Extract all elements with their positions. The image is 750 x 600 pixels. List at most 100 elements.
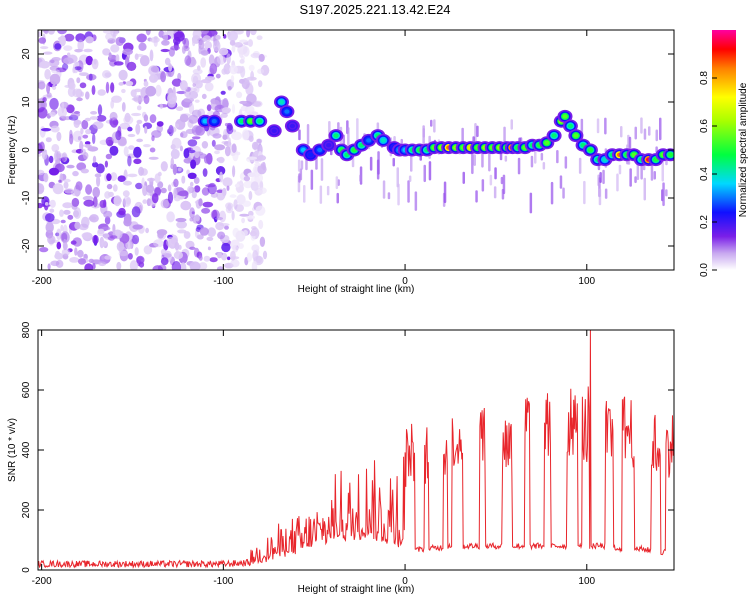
noise-cell bbox=[143, 80, 149, 87]
noise-cell bbox=[77, 249, 84, 258]
noise-cell bbox=[232, 165, 236, 178]
noise-cell bbox=[201, 207, 211, 214]
spectrogram-y-label: Frequency (Hz) bbox=[7, 116, 18, 185]
noise-cell bbox=[89, 116, 98, 120]
noise-cell bbox=[177, 167, 182, 172]
noise-cell bbox=[187, 139, 198, 147]
noise-cell bbox=[118, 82, 124, 86]
ridge-peak bbox=[582, 143, 598, 157]
x-tick-label: 0 bbox=[402, 576, 408, 587]
streak-cell bbox=[629, 168, 632, 187]
colorbar-label: Normalized spectral amplitude bbox=[738, 82, 749, 217]
noise-cell bbox=[133, 146, 142, 158]
noise-cell bbox=[160, 199, 169, 209]
noise-cell bbox=[101, 240, 107, 247]
noise-cell bbox=[217, 231, 226, 240]
noise-cell bbox=[136, 105, 142, 111]
streak-cell bbox=[320, 158, 324, 181]
noise-cell bbox=[136, 33, 147, 43]
streak-cell bbox=[599, 172, 602, 183]
noise-cell bbox=[76, 77, 81, 84]
ridge-peak bbox=[274, 95, 289, 109]
streak-cell bbox=[550, 181, 554, 205]
noise-cell bbox=[60, 224, 64, 232]
noise-cell bbox=[136, 119, 143, 124]
streak-cell bbox=[473, 154, 476, 166]
noise-cell bbox=[151, 135, 155, 142]
noise-cell bbox=[193, 177, 200, 184]
noise-cell bbox=[70, 189, 81, 197]
streak-cell bbox=[501, 188, 505, 200]
spectrogram-x-axis: -200 -100 0 100 bbox=[32, 30, 596, 287]
noise-cell bbox=[84, 263, 94, 270]
noise-cell bbox=[43, 30, 49, 35]
noise-cell bbox=[117, 175, 126, 182]
noise-cell bbox=[74, 247, 78, 256]
x-tick-label: -100 bbox=[213, 576, 233, 587]
noise-cell bbox=[154, 187, 162, 196]
noise-cell bbox=[239, 39, 248, 43]
noise-cell bbox=[85, 184, 93, 195]
noise-cell bbox=[204, 41, 212, 50]
y-tick-label: 10 bbox=[21, 96, 32, 108]
noise-cell bbox=[220, 90, 226, 95]
noise-cell bbox=[60, 219, 66, 224]
noise-cell bbox=[135, 182, 143, 190]
noise-cell bbox=[49, 111, 56, 117]
streak-cell bbox=[643, 177, 646, 201]
noise-cell bbox=[221, 242, 231, 253]
streak-cell bbox=[530, 155, 534, 168]
noise-cell bbox=[190, 159, 197, 169]
noise-cell bbox=[63, 45, 73, 51]
streak-cell bbox=[504, 155, 508, 162]
noise-cell bbox=[84, 117, 91, 122]
noise-cell bbox=[179, 114, 189, 123]
noise-cell bbox=[173, 187, 178, 199]
streak-cell bbox=[475, 190, 478, 203]
streak-cell bbox=[636, 162, 640, 181]
streak-cell bbox=[297, 159, 301, 172]
noise-cell bbox=[159, 103, 163, 110]
noise-cell bbox=[181, 45, 186, 54]
noise-cell bbox=[132, 234, 140, 245]
noise-cell bbox=[160, 71, 167, 83]
streak-cell bbox=[493, 186, 497, 199]
noise-cell bbox=[60, 101, 69, 109]
streak-cell bbox=[396, 167, 399, 188]
noise-cell bbox=[57, 30, 67, 35]
noise-cell bbox=[47, 30, 55, 35]
noise-cell bbox=[115, 36, 125, 47]
noise-cell bbox=[156, 121, 164, 127]
noise-cell bbox=[174, 242, 180, 251]
noise-cell bbox=[200, 50, 209, 56]
streak-cell bbox=[443, 181, 447, 204]
noise-cell bbox=[135, 53, 144, 57]
snr-panel: -200 -100 0 100 0 200 400 600 800 Height of str… bbox=[7, 321, 675, 595]
streak-cell bbox=[542, 162, 546, 170]
noise-cell bbox=[250, 181, 259, 192]
noise-cell bbox=[39, 60, 51, 69]
noise-cell bbox=[49, 199, 56, 208]
noise-cell bbox=[184, 55, 192, 66]
noise-cell bbox=[216, 54, 226, 65]
noise-cell bbox=[116, 261, 122, 270]
noise-cell bbox=[223, 34, 227, 39]
noise-cell bbox=[179, 145, 183, 152]
noise-cell bbox=[82, 195, 94, 201]
noise-cell bbox=[78, 223, 89, 231]
colorbar: 0.0 0.2 0.4 0.6 0.8 Normalized spectral ampl… bbox=[699, 30, 749, 277]
noise-cell bbox=[206, 236, 214, 241]
noise-cell bbox=[108, 52, 112, 59]
noise-cell bbox=[231, 103, 236, 114]
noise-cell bbox=[187, 185, 193, 194]
noise-cell bbox=[231, 210, 235, 221]
noise-cell bbox=[150, 66, 159, 73]
noise-cell bbox=[205, 184, 216, 188]
noise-cell bbox=[73, 120, 82, 125]
streak-cell bbox=[299, 168, 303, 181]
noise-cell bbox=[48, 167, 60, 176]
noise-cell bbox=[262, 250, 268, 260]
noise-cell bbox=[215, 35, 221, 40]
noise-cell bbox=[149, 114, 157, 124]
noise-cell bbox=[167, 184, 172, 192]
